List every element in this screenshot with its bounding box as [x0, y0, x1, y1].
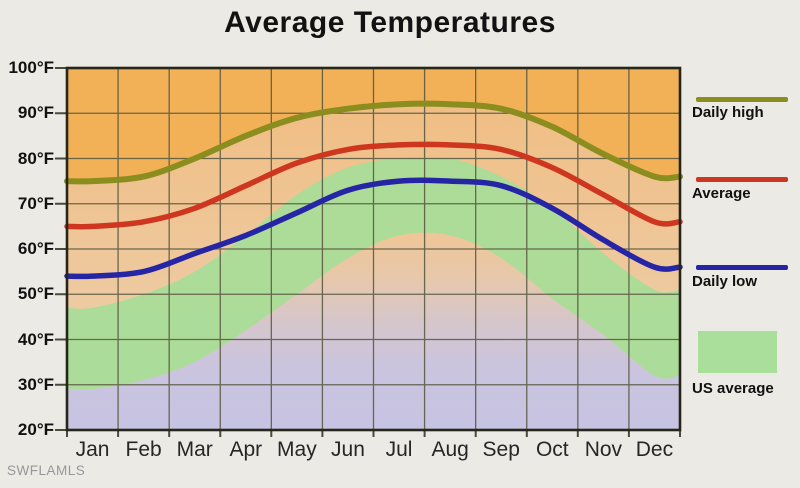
x-axis-label: Nov: [584, 438, 623, 461]
x-axis-label: Jan: [75, 438, 110, 461]
legend-label-us-average: US average: [692, 380, 774, 397]
y-axis-label: 100°F: [8, 58, 54, 77]
x-axis-label: Feb: [125, 438, 162, 461]
daily-low-line-swatch: [696, 265, 788, 270]
daily-low-line: [64, 177, 683, 280]
y-axis-label: 40°F: [17, 329, 54, 349]
x-axis-label: May: [277, 438, 317, 461]
y-axis-label: 30°F: [17, 374, 54, 394]
average-line: [64, 141, 683, 230]
legend-label-daily-low: Daily low: [692, 273, 758, 290]
x-axis-label: Aug: [431, 438, 469, 461]
chart-title: Average Temperatures: [224, 6, 556, 39]
y-axis-label: 90°F: [17, 103, 54, 123]
y-axis-label: 50°F: [17, 284, 54, 304]
axis-ticks: [55, 67, 681, 437]
x-axis-label: Jun: [331, 438, 365, 461]
y-axis-label: 60°F: [17, 239, 54, 258]
watermark: SWFLAMLS: [7, 463, 86, 478]
x-axis-label: Apr: [229, 438, 263, 461]
daily-high-line-swatch: [696, 97, 788, 102]
y-axis-label: 70°F: [17, 193, 54, 213]
average-line-swatch: [696, 177, 788, 182]
x-axis-label: Oct: [535, 438, 569, 461]
x-axis-label: Mar: [176, 438, 213, 461]
legend-label-average: Average: [692, 185, 751, 202]
daily-high-line: [64, 100, 683, 185]
grid-lines: [67, 68, 680, 430]
x-axis-label: Sep: [482, 438, 520, 461]
x-axis-label: Dec: [635, 438, 674, 461]
legend-label-daily-high: Daily high: [692, 104, 764, 121]
y-axis-label: 20°F: [17, 420, 54, 439]
x-axis-label: Jul: [385, 438, 413, 461]
us-average-band-swatch: [698, 331, 777, 373]
y-axis-label: 80°F: [17, 148, 54, 168]
plot-border: [65, 66, 682, 432]
